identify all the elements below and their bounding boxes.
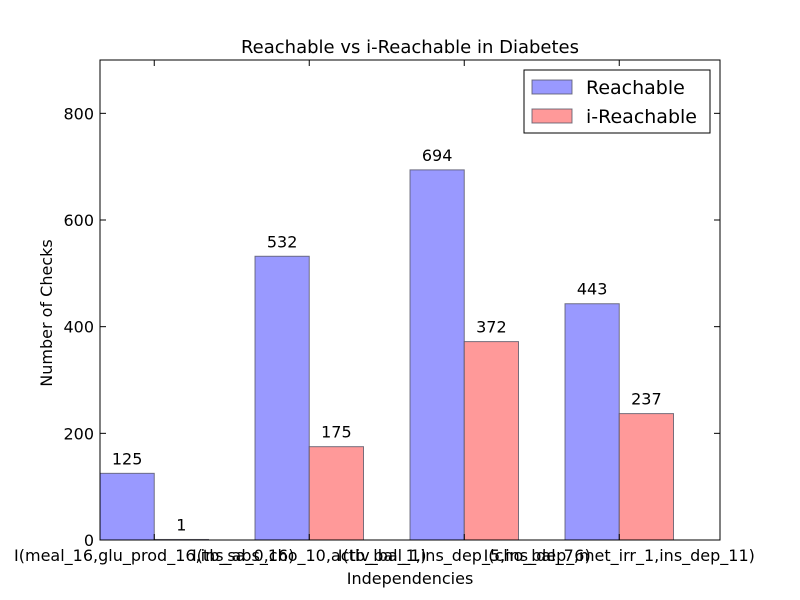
data-label-i-reachable-1: 175 [321,423,352,442]
bar-i-reachable-2 [463,341,519,541]
legend: Reachable i-Reachable [523,69,711,134]
legend-swatch [531,79,573,95]
y-tick-label: 200 [63,424,94,443]
legend-swatch [531,108,573,124]
bars-group [99,169,674,541]
x-tick-label: I(tb_sa_0,cho_10,activ_bal_1) [192,546,427,566]
legend-label: Reachable [586,77,685,99]
data-label-reachable-0: 125 [112,449,143,468]
bar-reachable-2 [409,169,465,541]
data-labels-group: 125 532 694 443 1 175 372 237 [112,146,662,535]
ticks-group: I(meal_16,glu_prod_16,ins_abs_16)I(tb_sa… [14,60,755,566]
bar-reachable-3 [564,303,620,541]
y-tick-label: 0 [84,531,94,550]
bar-reachable-0 [99,472,155,541]
chart-title: Reachable vs i-Reachable in Diabetes [241,37,579,58]
x-tick-label: I(tb_bal_1,ins_dep_5,ins_dep_6) [338,546,591,566]
x-axis-label: Independencies [347,569,474,588]
x-tick-label: I(cho_bal_7,met_irr_1,ins_dep_11) [484,546,755,566]
data-label-i-reachable-0: 1 [176,515,186,534]
y-tick-label: 400 [63,318,94,337]
y-tick-label: 800 [63,104,94,123]
y-tick-label: 600 [63,211,94,230]
bar-i-reachable-1 [308,446,364,541]
y-axis-label: Number of Checks [37,239,56,386]
data-label-i-reachable-2: 372 [476,318,507,337]
plot-frame [99,59,721,541]
bar-i-reachable-3 [618,413,674,541]
x-tick-label: I(meal_16,glu_prod_16,ins_abs_16) [14,546,294,566]
legend-label: i-Reachable [586,106,697,128]
bar-reachable-1 [254,255,310,541]
data-label-i-reachable-3: 237 [631,390,662,409]
data-label-reachable-2: 694 [422,146,453,165]
data-label-reachable-1: 532 [267,232,298,251]
data-label-reachable-3: 443 [577,280,608,299]
